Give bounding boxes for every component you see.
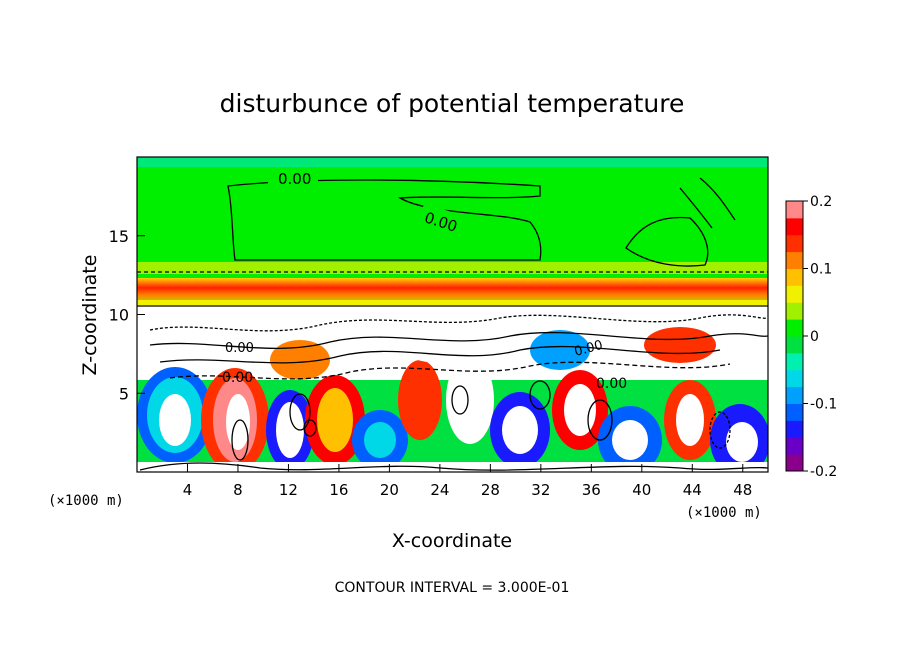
- x-tick-label: 28: [481, 481, 500, 499]
- colorbar-tick-label: -0.1: [810, 397, 837, 413]
- colorbar-swatch: [786, 268, 803, 286]
- y-axis-label: Z-coordinate: [79, 255, 101, 376]
- turbulent-blobs: [137, 327, 768, 472]
- x-tick-label: 44: [683, 481, 702, 499]
- contour-label-5: 0.00: [596, 376, 627, 392]
- colorbar-swatch: [786, 336, 803, 354]
- colorbar-swatch: [786, 319, 803, 337]
- colorbar-swatch: [786, 217, 803, 236]
- colorbar: 0.2 0.1 0 -0.1 -0.2: [785, 194, 837, 480]
- colorbar-swatch: [786, 437, 803, 455]
- colorbar-swatch: [786, 302, 803, 320]
- y-axis: 5 10 15: [109, 227, 145, 403]
- x-tick-label: 48: [733, 481, 752, 499]
- x-tick-label: 36: [582, 481, 601, 499]
- colorbar-tick-label: 0.2: [810, 194, 832, 210]
- colorbar-swatch: [786, 403, 803, 421]
- colorbar-swatch: [786, 369, 803, 388]
- colorbar-swatch: [786, 234, 803, 253]
- colorbar-swatch: [786, 251, 803, 269]
- x-tick-label: 4: [183, 481, 193, 499]
- x-axis-label: X-coordinate: [392, 530, 512, 552]
- plot-area: 0.00 0.00 0.00 0.00 0.00 0.00: [137, 157, 768, 472]
- colorbar-tick-label: 0: [810, 329, 819, 345]
- colorbar-swatch: [786, 285, 803, 303]
- x-tick-label: 24: [430, 481, 449, 499]
- contour-lines: [137, 177, 768, 471]
- contour-label-6: 0.00: [573, 338, 605, 360]
- contour-label-4: 0.00: [222, 370, 253, 386]
- contour-label-group: 0.00 0.00 0.00 0.00 0.00 0.00: [222, 168, 627, 392]
- colorbar-swatch: [786, 201, 803, 219]
- x-unit-right: (×1000 m): [686, 505, 762, 521]
- chart-title: disturbunce of potential temperature: [220, 89, 685, 118]
- x-tick-label: 32: [531, 481, 550, 499]
- x-tick-label: 12: [279, 481, 298, 499]
- x-tick-label: 40: [632, 481, 651, 499]
- colorbar-tick-label: -0.2: [810, 464, 837, 480]
- x-unit-left: (×1000 m): [48, 493, 124, 509]
- x-tick-label: 20: [380, 481, 399, 499]
- contour-label-3: 0.00: [225, 341, 254, 356]
- colorbar-swatch: [786, 454, 803, 472]
- colorbar-swatch: [786, 352, 803, 371]
- y-tick-label: 5: [119, 384, 129, 403]
- colorbar-swatch: [786, 386, 803, 404]
- colorbar-tick-label: 0.1: [810, 262, 832, 278]
- contour-interval-note: CONTOUR INTERVAL = 3.000E-01: [335, 580, 570, 596]
- contour-label-1: 0.00: [278, 170, 311, 188]
- colorbar-swatch: [786, 420, 803, 438]
- y-tick-label: 15: [109, 227, 129, 246]
- x-axis: 4 8 12 16 20 24 28 32 36 40 44 48: [183, 464, 752, 499]
- x-tick-label: 16: [329, 481, 348, 499]
- y-tick-label: 10: [109, 306, 129, 325]
- x-tick-label: 8: [233, 481, 243, 499]
